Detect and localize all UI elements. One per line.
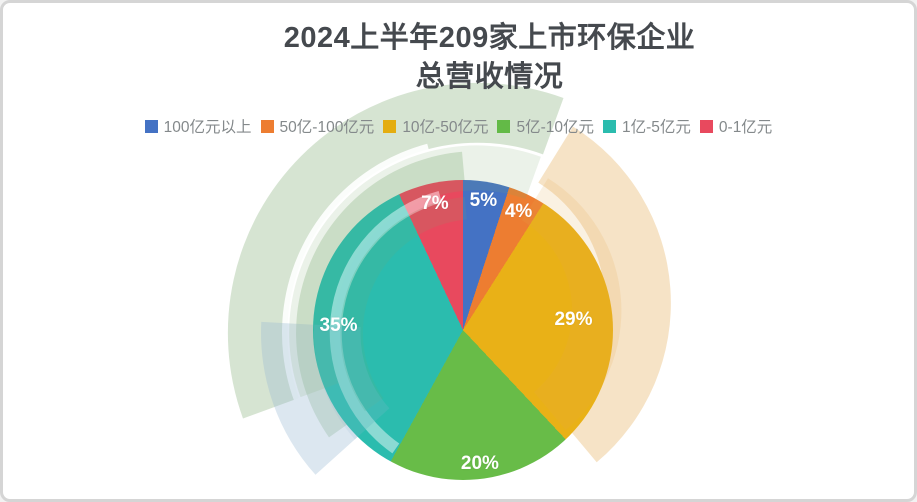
legend-label: 50亿-100亿元 bbox=[279, 119, 375, 136]
legend-label: 1亿-5亿元 bbox=[622, 119, 691, 136]
chart-title-line2: 总营收情况 bbox=[415, 60, 564, 93]
legend-item-0[interactable]: 100亿元以上 bbox=[144, 115, 252, 137]
legend-item-3[interactable]: 5亿-10亿元 bbox=[497, 115, 594, 137]
legend-swatch bbox=[383, 119, 397, 133]
legend-label: 10亿-50亿元 bbox=[402, 119, 489, 136]
legend-swatch bbox=[260, 119, 274, 133]
legend-item-5[interactable]: 0-1亿元 bbox=[699, 115, 773, 137]
legend: 100亿元以上 50亿-100亿元 10亿-50亿元 5亿-10亿元 1亿-5亿… bbox=[3, 115, 914, 137]
chart-title: 2024上半年209家上市环保企业 总营收情况 bbox=[65, 19, 914, 96]
legend-item-1[interactable]: 50亿-100亿元 bbox=[260, 115, 375, 137]
legend-label: 0-1亿元 bbox=[718, 119, 773, 136]
legend-swatch bbox=[603, 119, 616, 133]
legend-label: 100亿元以上 bbox=[163, 119, 252, 136]
legend-swatch bbox=[497, 119, 511, 133]
legend-item-4[interactable]: 1亿-5亿元 bbox=[603, 115, 691, 137]
legend-swatch bbox=[699, 119, 713, 133]
pie-chart[interactable] bbox=[313, 180, 613, 480]
chart-title-line1: 2024上半年209家上市环保企业 bbox=[283, 22, 696, 54]
legend-swatch bbox=[144, 119, 158, 133]
legend-item-2[interactable]: 10亿-50亿元 bbox=[383, 115, 488, 137]
legend-label: 5亿-10亿元 bbox=[516, 119, 594, 136]
